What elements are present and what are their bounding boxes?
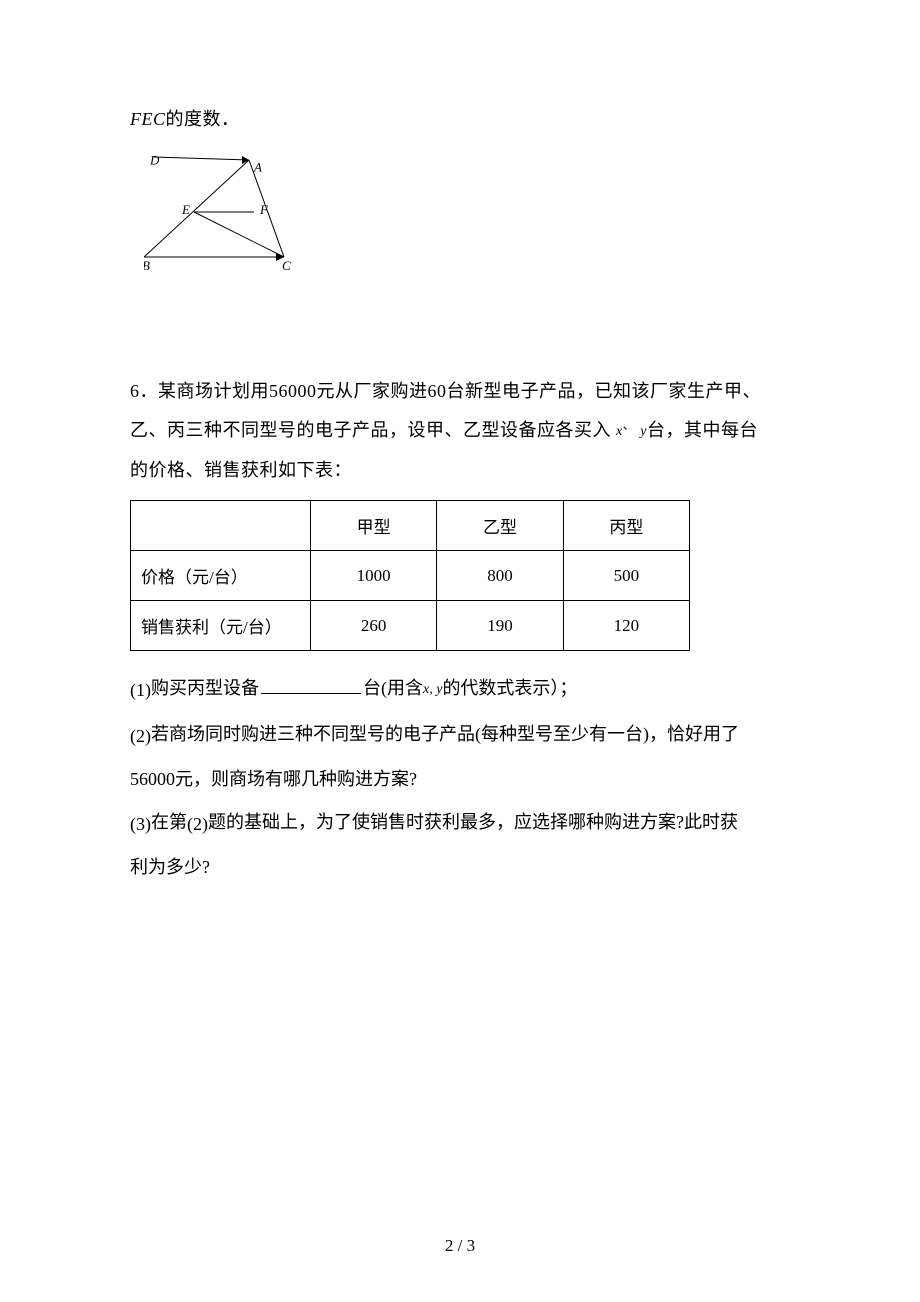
sub3-n2: (2) xyxy=(187,814,208,834)
cell: 1000 xyxy=(311,551,437,601)
sub2-v: 56000 xyxy=(130,769,175,789)
q6-p1a: 某商场计划用 xyxy=(158,381,269,401)
sub2-a: 若商场同时购进三种不同型号的电子产品(每种型号至少有一台)，恰好用了 xyxy=(151,724,739,744)
q6-p1b: 元从厂家购进 xyxy=(317,381,428,401)
sub1-xy: x, y xyxy=(423,682,442,697)
sub1-c: 的代数式表示）； xyxy=(442,678,577,698)
cell: 800 xyxy=(437,551,563,601)
blank-fill xyxy=(261,676,361,694)
cell: 120 xyxy=(563,601,689,651)
price-table: 甲型 乙型 丙型 价格（元/台） 1000 800 500 销售获利（元/台） … xyxy=(130,500,690,651)
q5-suffix: 的度数． xyxy=(166,109,240,129)
label-E: E xyxy=(181,202,190,217)
cell-price-label: 价格（元/台） xyxy=(131,551,311,601)
label-D: D xyxy=(149,152,160,167)
sub1-a: 购买丙型设备 xyxy=(151,678,259,698)
sub3-c: 利为多少? xyxy=(130,857,210,877)
q6-sub3b: 利为多少? xyxy=(130,846,790,889)
sub1-num: (1) xyxy=(130,680,151,700)
table-header-row: 甲型 乙型 丙型 xyxy=(131,501,690,551)
q6-para2: 乙、丙三种不同型号的电子产品，设甲、乙型设备应各买入 x、 y台，其中每台 xyxy=(130,411,790,451)
sub1-b: 台(用含 xyxy=(363,678,423,698)
cell: 190 xyxy=(437,601,563,651)
q6-conj-sup: 、 xyxy=(623,418,636,432)
q6-sub1: (1)购买丙型设备 台(用含x, y的代数式表示）； xyxy=(130,667,790,712)
q6-sub2b: 56000元，则商场有哪几种购进方案? xyxy=(130,758,790,801)
sub2-b: 元，则商场有哪几种购进方案? xyxy=(175,769,417,789)
th-jia: 甲型 xyxy=(311,501,437,551)
q6-y: y xyxy=(640,424,647,439)
label-B: B xyxy=(144,258,150,273)
sub3-b: 题的基础上，为了使销售时获利最多，应选择哪种购进方案?此时获 xyxy=(208,812,738,832)
page-footer: 2 / 3 xyxy=(0,1236,920,1256)
sub3-a: 在第 xyxy=(151,812,187,832)
q6-number: 6． xyxy=(130,381,158,401)
q6-sub3: (3)在第(2)题的基础上，为了使销售时获利最多，应选择哪种购进方案?此时获 xyxy=(130,801,790,846)
sub2-num: (2) xyxy=(130,726,151,746)
table-row: 销售获利（元/台） 260 190 120 xyxy=(131,601,690,651)
cell: 500 xyxy=(563,551,689,601)
q6-p2b: 台，其中每台 xyxy=(647,420,758,440)
cell-profit-label: 销售获利（元/台） xyxy=(131,601,311,651)
q6-sub2: (2)若商场同时购进三种不同型号的电子产品(每种型号至少有一台)，恰好用了 xyxy=(130,713,790,758)
q6-para3: 的价格、销售获利如下表： xyxy=(130,451,790,491)
sub3-num: (3) xyxy=(130,814,151,834)
q6-para: 6．某商场计划用56000元从厂家购进60台新型电子产品，已知该厂家生产甲、 xyxy=(130,372,790,412)
q6-p3: 的价格、销售获利如下表： xyxy=(130,460,352,480)
q6-60: 60 xyxy=(428,381,447,401)
q6-56000: 56000 xyxy=(269,381,317,401)
th-blank xyxy=(131,501,311,551)
q6-x: x xyxy=(616,424,623,439)
q6-p2a: 乙、丙三种不同型号的电子产品，设甲、乙型设备应各买入 xyxy=(130,420,611,440)
angle-label: FEC xyxy=(130,109,166,129)
label-F: F xyxy=(259,202,269,217)
q5-line: FEC的度数． xyxy=(130,100,790,140)
triangle-diagram: D A E F B C xyxy=(144,152,790,282)
th-bing: 丙型 xyxy=(563,501,689,551)
cell: 260 xyxy=(311,601,437,651)
label-A: A xyxy=(253,159,262,174)
th-yi: 乙型 xyxy=(437,501,563,551)
q6-p1c: 台新型电子产品，已知该厂家生产甲、 xyxy=(447,381,762,401)
table-row: 价格（元/台） 1000 800 500 xyxy=(131,551,690,601)
label-C: C xyxy=(282,258,291,273)
